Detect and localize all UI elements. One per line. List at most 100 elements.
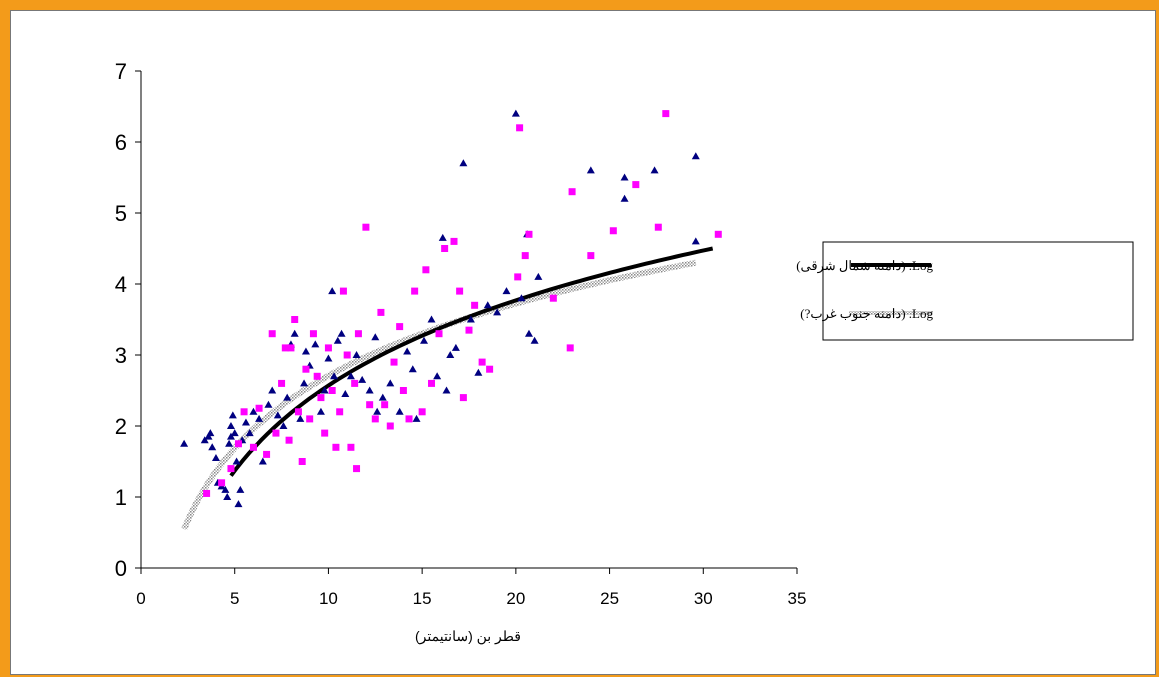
- legend-label-2: Log. (دامنه جنوب غرب?): [800, 306, 933, 322]
- square-point: [362, 223, 370, 231]
- triangle-point: [474, 368, 483, 376]
- square-point: [587, 252, 595, 260]
- legend-swatch-dotted: [849, 311, 933, 315]
- square-point: [285, 436, 293, 444]
- y-tick-label: 3: [115, 343, 127, 368]
- square-point: [343, 351, 351, 359]
- square-point: [313, 372, 321, 380]
- square-point: [486, 365, 494, 373]
- square-point: [405, 415, 413, 423]
- triangle-point: [208, 443, 217, 451]
- x-tick-label: 30: [694, 589, 713, 608]
- triangle-point: [296, 414, 305, 422]
- square-point: [240, 408, 248, 416]
- y-tick-label: 0: [115, 556, 127, 581]
- square-point: [309, 330, 317, 338]
- square-point: [399, 387, 407, 394]
- triangle-point: [245, 429, 254, 437]
- data-points: [180, 109, 722, 508]
- triangle-point: [408, 365, 417, 373]
- triangle-point: [466, 315, 475, 323]
- square-point: [347, 443, 355, 451]
- triangle-point: [200, 436, 209, 444]
- triangle-point: [320, 386, 329, 394]
- triangle-point: [446, 351, 455, 358]
- triangle-point: [650, 166, 659, 174]
- triangle-point: [511, 109, 520, 117]
- triangle-point: [221, 485, 230, 493]
- triangle-point: [283, 393, 292, 401]
- triangle-point: [433, 372, 442, 380]
- square-point: [714, 230, 722, 238]
- axes: 0 1 2 3 4 5 6 7 0 5 10 15 20 25 30 35: [115, 59, 807, 608]
- triangle-point: [316, 407, 325, 415]
- triangle-point: [333, 336, 342, 344]
- square-point: [324, 344, 332, 352]
- triangle-point: [442, 386, 451, 394]
- square-point: [450, 237, 458, 245]
- square-point: [328, 387, 336, 394]
- legend-label-1: Log. (دامنه شمال شرقی): [796, 258, 933, 274]
- square-point: [294, 408, 302, 416]
- triangle-point: [234, 500, 243, 508]
- triangle-point: [236, 485, 245, 493]
- square-point: [351, 379, 359, 387]
- triangle-point: [371, 333, 380, 341]
- square-point: [381, 401, 389, 409]
- x-tick-label: 35: [788, 589, 807, 608]
- y-tick-label: 6: [115, 130, 127, 155]
- square-point: [428, 379, 436, 387]
- triangle-point: [241, 418, 250, 426]
- triangle-point: [534, 272, 543, 280]
- triangle-point: [420, 336, 429, 344]
- triangle-point: [524, 329, 533, 337]
- square-point: [478, 358, 486, 366]
- triangle-point: [586, 166, 595, 174]
- square-point: [255, 404, 263, 412]
- square-point: [218, 479, 226, 487]
- square-point: [353, 465, 361, 473]
- triangle-point: [395, 407, 404, 415]
- triangle-point: [290, 329, 299, 337]
- square-point: [609, 227, 617, 235]
- triangle-point: [300, 379, 309, 387]
- square-point: [234, 440, 242, 448]
- square-point: [366, 401, 374, 409]
- triangle-point: [483, 301, 492, 309]
- triangle-point: [530, 336, 539, 344]
- square-point: [278, 379, 286, 387]
- triangle-point: [412, 414, 421, 422]
- triangle-point: [206, 429, 215, 437]
- triangle-point: [386, 379, 395, 387]
- triangle-point: [232, 457, 241, 465]
- scatter-chart: 0 1 2 3 4 5 6 7 0 5 10 15 20 25 30 35 قطر بن (سانتیمتر)…: [115, 59, 1134, 645]
- triangle-point: [358, 375, 367, 383]
- x-tick-label: 20: [506, 589, 525, 608]
- triangle-point: [328, 287, 337, 295]
- x-tick-label: 25: [600, 589, 619, 608]
- triangle-point: [459, 159, 468, 167]
- square-point: [298, 458, 306, 465]
- y-tick-label: 2: [115, 414, 127, 439]
- square-point: [272, 429, 280, 437]
- square-point: [654, 223, 662, 231]
- triangle-point: [268, 386, 277, 394]
- triangle-point: [273, 411, 282, 419]
- square-point: [371, 415, 379, 423]
- triangle-point: [258, 457, 267, 465]
- triangle-point: [373, 407, 382, 415]
- triangle-point: [620, 194, 629, 202]
- square-point: [422, 266, 430, 274]
- square-point: [203, 489, 211, 497]
- triangle-point: [517, 294, 526, 302]
- trendline-northeast: [229, 246, 714, 477]
- triangle-point: [324, 354, 333, 362]
- triangle-point: [330, 372, 339, 380]
- triangle-point: [365, 386, 374, 394]
- x-tick-label: 10: [319, 589, 338, 608]
- triangle-point: [223, 493, 232, 500]
- triangle-point: [279, 422, 288, 429]
- square-point: [418, 408, 426, 416]
- trendlines: [181, 246, 714, 531]
- triangle-point: [337, 329, 346, 337]
